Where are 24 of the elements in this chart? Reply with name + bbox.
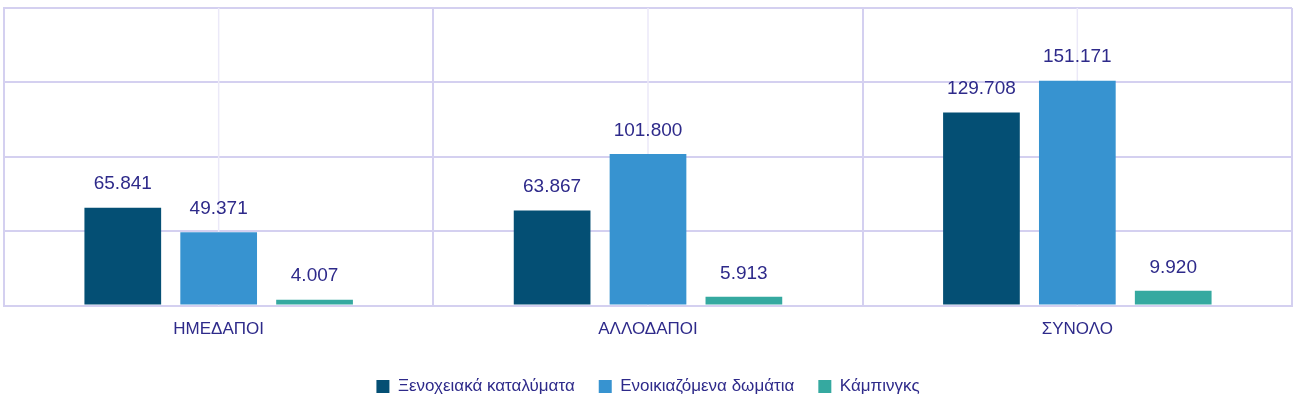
bar [513, 210, 591, 305]
x-tick-label: ΣΥΝΟΛΟ [1041, 319, 1113, 339]
bar [609, 154, 687, 305]
bar [276, 299, 353, 305]
data-label: 4.007 [290, 264, 339, 286]
x-tick-label: ΑΛΛΟΔΑΠΟΙ [598, 319, 698, 339]
data-label: 129.708 [947, 77, 1016, 99]
bar [84, 207, 162, 305]
data-label: 49.371 [189, 196, 248, 218]
bar [1134, 290, 1212, 305]
data-label: 151.171 [1042, 45, 1112, 67]
data-label: 65.841 [93, 172, 152, 194]
data-label: 63.867 [523, 175, 582, 197]
data-label: 9.920 [1149, 255, 1197, 277]
bar [943, 112, 1020, 305]
legend-label: Ξενοχειακά καταλύματα [397, 376, 575, 396]
bar [1038, 80, 1116, 305]
x-tick-label: ΗΜΕΔΑΠΟΙ [173, 319, 265, 339]
bar [180, 232, 258, 305]
bar [705, 296, 783, 305]
data-label: 5.913 [720, 261, 768, 283]
legend-label: Κάμπινγκς [839, 376, 920, 396]
data-label: 101.800 [613, 118, 683, 140]
legend-label: Ενοικιαζόμενα δωμάτια [620, 376, 795, 396]
